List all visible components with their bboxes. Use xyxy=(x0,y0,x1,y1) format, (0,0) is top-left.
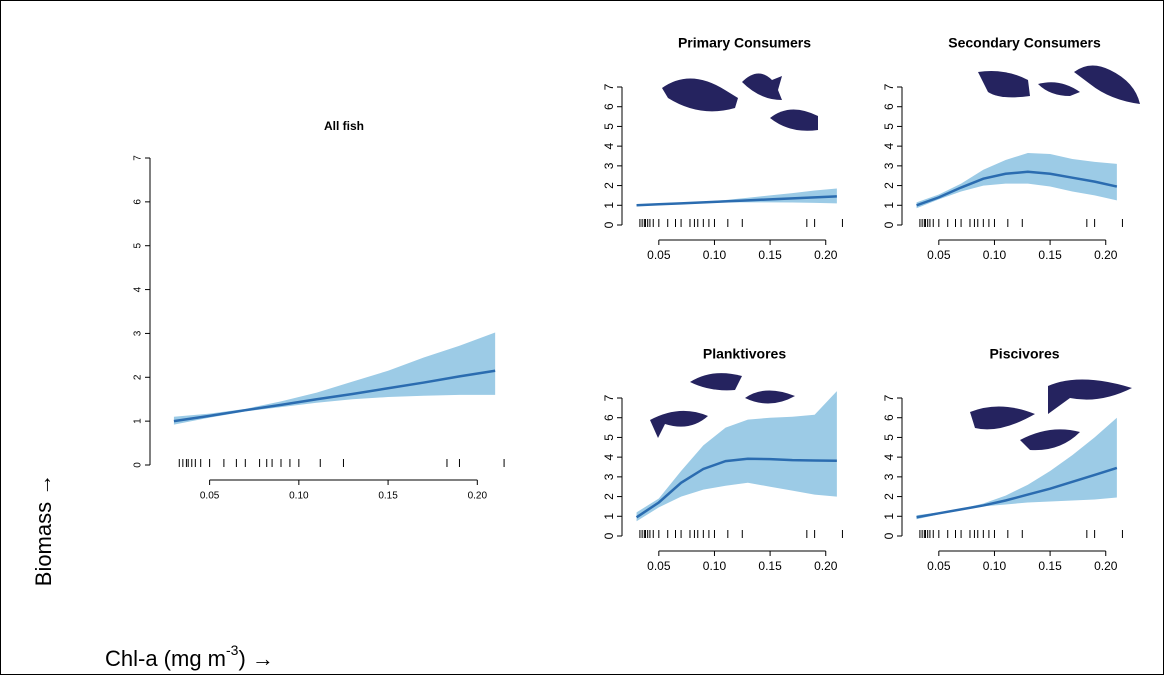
fish-icon xyxy=(1074,65,1140,104)
x-axis-title-tail: ) → xyxy=(238,646,273,671)
y-tick-label: 3 xyxy=(133,330,144,336)
y-tick-label: 0 xyxy=(602,532,616,539)
x-tick-label: 0.10 xyxy=(289,491,309,502)
panel-title: Secondary Consumers xyxy=(948,35,1101,51)
x-tick-label: 0.10 xyxy=(983,559,1007,573)
y-tick-label: 2 xyxy=(602,493,616,500)
x-tick-label: 0.20 xyxy=(814,248,838,262)
y-tick-label: 1 xyxy=(602,513,616,520)
y-tick-label: 7 xyxy=(882,394,896,401)
y-tick-label: 7 xyxy=(602,83,616,90)
y-tick-label: 7 xyxy=(133,155,144,161)
y-tick-label: 4 xyxy=(602,453,616,460)
confidence-band xyxy=(916,153,1117,209)
x-tick-label: 0.05 xyxy=(927,559,951,573)
x-tick-label: 0.10 xyxy=(703,248,727,262)
fish-icon xyxy=(662,78,738,112)
fit-line xyxy=(916,170,1118,207)
x-tick-label: 0.20 xyxy=(814,559,838,573)
y-tick-label: 0 xyxy=(882,532,896,539)
x-axis-title: Chl-a (mg m-3) → xyxy=(105,642,274,671)
x-axis-title-sup: -3 xyxy=(226,642,239,658)
y-tick-label: 1 xyxy=(882,513,896,520)
fit-line xyxy=(635,457,837,519)
x-tick-label: 0.15 xyxy=(378,491,398,502)
y-tick-label: 6 xyxy=(882,103,896,110)
x-axis-title-text: Chl-a (mg m xyxy=(105,646,226,671)
y-tick-label: 5 xyxy=(882,434,896,441)
y-tick-label: 5 xyxy=(133,242,144,248)
y-tick-label: 5 xyxy=(882,123,896,130)
y-tick-label: 3 xyxy=(602,162,616,169)
panel-title: Primary Consumers xyxy=(678,35,811,51)
y-tick-label: 3 xyxy=(882,473,896,480)
y-tick-label: 2 xyxy=(882,493,896,500)
x-tick-label: 0.15 xyxy=(758,559,782,573)
fish-icons xyxy=(650,65,1140,451)
y-tick-label: 2 xyxy=(602,182,616,189)
fit-line xyxy=(636,195,837,207)
x-tick-label: 0.05 xyxy=(200,491,220,502)
y-tick-label: 1 xyxy=(133,418,144,424)
y-tick-label: 0 xyxy=(133,462,144,468)
fish-icon xyxy=(1020,429,1080,451)
fish-icon xyxy=(690,373,742,391)
y-tick-label: 6 xyxy=(133,199,144,205)
y-tick-label: 3 xyxy=(882,162,896,169)
y-tick-label: 0 xyxy=(602,221,616,228)
x-tick-label: 0.05 xyxy=(647,559,671,573)
confidence-band xyxy=(636,188,837,207)
y-tick-label: 4 xyxy=(133,286,144,292)
y-tick-label: 1 xyxy=(602,202,616,209)
y-tick-label: 6 xyxy=(602,103,616,110)
fish-icon xyxy=(978,71,1030,98)
y-axis-title: Biomass → xyxy=(31,474,56,586)
confidence-band xyxy=(636,391,837,522)
fish-icon xyxy=(770,109,818,131)
y-tick-label: 2 xyxy=(882,182,896,189)
y-tick-label: 7 xyxy=(602,394,616,401)
confidence-band xyxy=(916,417,1117,520)
fit-line xyxy=(916,466,1118,519)
y-tick-label: 1 xyxy=(882,202,896,209)
fish-icon xyxy=(742,73,782,100)
fish-icon xyxy=(1048,379,1132,414)
fit-line xyxy=(173,369,496,423)
y-tick-label: 6 xyxy=(882,414,896,421)
y-tick-label: 2 xyxy=(133,374,144,380)
panel-title: Piscivores xyxy=(989,346,1059,362)
y-tick-label: 5 xyxy=(602,123,616,130)
x-tick-label: 0.20 xyxy=(468,491,488,502)
x-tick-label: 0.10 xyxy=(703,559,727,573)
x-tick-label: 0.15 xyxy=(1038,559,1062,573)
panel-title: Planktivores xyxy=(703,346,786,362)
y-tick-label: 6 xyxy=(602,414,616,421)
x-tick-label: 0.15 xyxy=(1038,248,1062,262)
fish-icon xyxy=(970,406,1035,430)
y-tick-label: 7 xyxy=(882,83,896,90)
y-tick-label: 4 xyxy=(882,453,896,460)
x-tick-label: 0.10 xyxy=(983,248,1007,262)
fish-icon xyxy=(650,410,708,438)
x-tick-label: 0.15 xyxy=(758,248,782,262)
y-tick-label: 0 xyxy=(882,221,896,228)
y-tick-label: 5 xyxy=(602,434,616,441)
x-tick-label: 0.20 xyxy=(1094,248,1118,262)
x-tick-label: 0.20 xyxy=(1094,559,1118,573)
y-tick-label: 4 xyxy=(882,142,896,149)
fish-icon xyxy=(745,390,795,404)
y-tick-label: 4 xyxy=(602,142,616,149)
x-tick-label: 0.05 xyxy=(647,248,671,262)
fish-icon xyxy=(1038,82,1080,96)
panel-title: All fish xyxy=(324,119,364,133)
x-tick-label: 0.05 xyxy=(927,248,951,262)
y-tick-label: 3 xyxy=(602,473,616,480)
